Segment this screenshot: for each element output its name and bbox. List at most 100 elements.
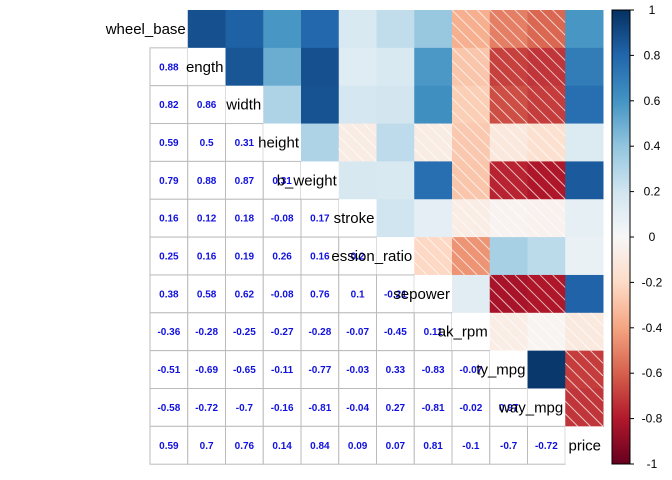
hatch-line <box>476 161 491 175</box>
heatmap-cell <box>376 199 415 238</box>
hatch-line <box>527 287 554 314</box>
negative-hatch <box>451 236 491 276</box>
colorbar-tick-label: -0.8 <box>642 412 663 426</box>
heatmap-cell <box>565 237 604 276</box>
hatch-line <box>514 9 528 23</box>
heatmap-cell <box>376 161 415 200</box>
hatch-line <box>451 22 478 49</box>
heatmap-cell <box>452 274 491 314</box>
hatch-line <box>527 110 541 124</box>
heatmap-cell <box>301 10 340 49</box>
hatch-line <box>489 224 503 238</box>
hatch-line <box>413 123 453 162</box>
hatch-line <box>476 9 491 23</box>
hatch-line <box>464 47 491 74</box>
hatch-line <box>413 236 453 276</box>
hatch-line <box>451 110 465 124</box>
heatmap-cell <box>338 47 377 87</box>
cell-value: -0.36 <box>157 327 180 338</box>
variable-label: wheel_base <box>105 21 186 38</box>
heatmap-cell <box>301 123 340 162</box>
hatch-line <box>552 47 566 61</box>
heatmap-cell <box>565 85 604 125</box>
colorbar-tick-label: 0.2 <box>644 185 661 199</box>
number-cell <box>527 425 566 465</box>
number-cell <box>262 388 302 427</box>
hatch-line <box>514 85 528 99</box>
number-cell <box>149 85 189 125</box>
negative-hatch <box>564 388 604 427</box>
negative-hatch <box>451 9 491 49</box>
hatch-line <box>527 72 541 87</box>
number-cell <box>262 198 302 238</box>
number-cell <box>413 312 453 352</box>
hatch-line <box>527 325 554 352</box>
number-cell <box>187 85 226 125</box>
cell-value: 0.84 <box>310 441 330 452</box>
hatch-line <box>451 261 465 276</box>
hatch-line <box>564 325 591 352</box>
variable-label: ength <box>186 59 224 76</box>
hatch-line <box>464 9 491 36</box>
diagonal-cell <box>263 123 301 162</box>
hatch-line <box>527 198 566 238</box>
hatch-line <box>527 9 566 49</box>
negative-hatch <box>489 85 528 124</box>
negative-hatch <box>338 123 377 162</box>
negative-hatch <box>489 198 528 238</box>
hatch-line <box>552 9 566 23</box>
negative-hatch <box>451 85 491 124</box>
hatch-line <box>552 123 566 137</box>
heatmap-cell <box>263 85 302 125</box>
number-cell <box>338 274 377 314</box>
hatch-line <box>501 47 528 74</box>
negative-hatch <box>527 161 566 200</box>
cell-value: -0.04 <box>346 403 369 414</box>
hatch-line <box>464 236 491 263</box>
heatmap-cell <box>565 199 604 238</box>
matrix-cells: 0.88 0.82 0.86 0.59 0.5 0.31 0.79 0.88 0.87 0.31 0… <box>149 9 604 465</box>
heatmap-cell <box>414 47 453 87</box>
heatmap-cell <box>527 237 566 276</box>
cell-value: -0.7 <box>500 441 518 452</box>
cell-value: -0.27 <box>271 327 294 338</box>
hatch-line <box>489 123 528 162</box>
hatch-line <box>489 161 528 200</box>
cell-value: 0.5 <box>200 138 214 149</box>
hatch-line <box>527 47 566 87</box>
hatch-line <box>413 249 440 276</box>
number-cell <box>225 425 264 465</box>
hatch-line <box>527 34 541 49</box>
hatch-line <box>527 224 541 238</box>
hatch-line <box>489 47 528 87</box>
cell-value: -0.07 <box>459 365 482 376</box>
cell-value: -0.28 <box>308 327 331 338</box>
hatch-line <box>489 337 503 352</box>
hatch-line <box>489 34 503 49</box>
number-cell <box>413 350 453 389</box>
negative-hatch <box>489 123 528 162</box>
heatmap-cell <box>565 47 604 87</box>
heatmap-cell <box>414 85 453 125</box>
hatch-line <box>451 198 491 238</box>
hatch-line <box>590 388 604 402</box>
hatch-line <box>489 60 516 87</box>
diagonal-cell <box>338 199 377 238</box>
cell-value: 0.88 <box>159 62 179 73</box>
negative-hatch <box>527 274 566 314</box>
variable-label: b_weight <box>277 172 338 189</box>
colorbar: 1 0.8 0.6 0.4 0.2 0 -0.2 -0.4 -0.6 -0.8 -1 <box>611 3 663 471</box>
hatch-line <box>527 135 554 162</box>
hatch-line <box>539 123 566 150</box>
heatmap-cell <box>338 161 377 200</box>
cell-value: 0.14 <box>272 441 292 452</box>
hatch-line <box>527 22 554 49</box>
number-cell <box>300 274 340 314</box>
number-cell <box>413 425 453 465</box>
hatch-line <box>489 9 528 49</box>
hatch-line <box>564 375 579 389</box>
heatmap-cell <box>565 161 604 200</box>
hatch-line <box>439 123 453 137</box>
colorbar-tick-label: -1 <box>647 457 658 471</box>
number-cell <box>262 274 302 314</box>
